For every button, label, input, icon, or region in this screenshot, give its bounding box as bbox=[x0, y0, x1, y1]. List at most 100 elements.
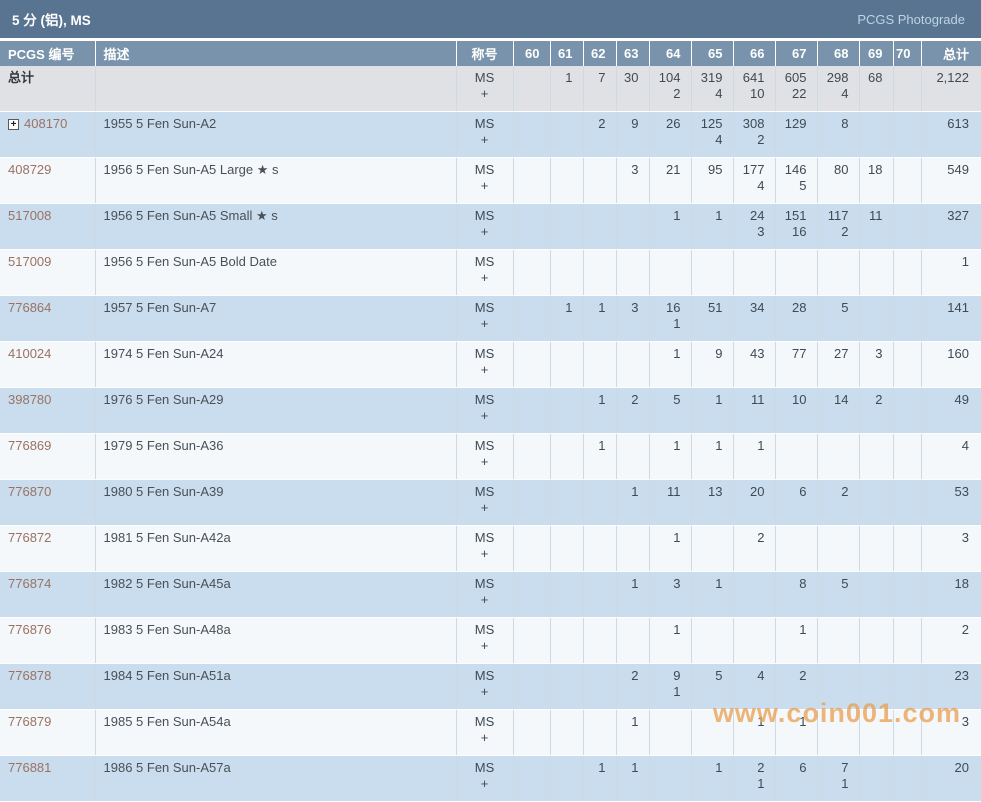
pcgs-number-link[interactable]: 776874 bbox=[8, 576, 52, 591]
grade-plus-count bbox=[551, 546, 573, 562]
grade-count bbox=[860, 300, 883, 316]
grade-plus-count bbox=[894, 408, 911, 424]
grade-70-cell bbox=[893, 66, 922, 112]
grade-62-cell bbox=[583, 663, 617, 710]
row-total: 549 bbox=[947, 162, 969, 177]
grade-plus-count bbox=[734, 592, 765, 608]
grade-count bbox=[776, 438, 807, 454]
grade-64-cell: 1 bbox=[649, 617, 692, 664]
grade-count bbox=[818, 714, 849, 730]
grade-63-cell: 9 bbox=[616, 111, 650, 158]
grade-plus-count bbox=[692, 178, 723, 194]
grade-count bbox=[514, 576, 540, 592]
pcgs-number-link[interactable]: 398780 bbox=[8, 392, 52, 407]
grade-61-cell bbox=[550, 617, 584, 664]
grade-plus-count bbox=[650, 362, 681, 378]
grade-count bbox=[514, 70, 540, 86]
grade-67-cell: 8 bbox=[775, 571, 818, 618]
pcgs-number-cell: 398780 bbox=[0, 387, 96, 434]
description-cell: 1957 5 Fen Sun-A7 bbox=[95, 295, 457, 342]
grade-count bbox=[514, 392, 540, 408]
grade-plus-count bbox=[514, 316, 540, 332]
designation-ms: MS bbox=[474, 714, 495, 729]
grade-67-cell: 2 bbox=[775, 663, 818, 710]
grade-62-cell bbox=[583, 203, 617, 250]
grade-66-cell: 1 bbox=[733, 709, 776, 756]
grade-count bbox=[692, 530, 723, 546]
pcgs-number-link[interactable]: 776881 bbox=[8, 760, 52, 775]
grade-plus-count bbox=[514, 270, 540, 286]
coin-description: 1979 5 Fen Sun-A36 bbox=[103, 438, 224, 453]
grade-64-cell: 26 bbox=[649, 111, 692, 158]
table-row: 517008 1956 5 Fen Sun-A5 Small ★ s MS +1 1 24… bbox=[0, 203, 981, 250]
grade-plus-count bbox=[551, 638, 573, 654]
grade-plus-count: 16 bbox=[792, 224, 807, 239]
grade-61-cell bbox=[550, 249, 584, 296]
grade-70-cell bbox=[893, 755, 922, 802]
grade-count: 51 bbox=[708, 300, 723, 315]
pcgs-number-link[interactable]: 776870 bbox=[8, 484, 52, 499]
designation-plus: + bbox=[480, 454, 489, 469]
grade-count: 27 bbox=[834, 346, 849, 361]
designation-cell: MS + bbox=[456, 295, 514, 342]
pcgs-number-link[interactable]: 408729 bbox=[8, 162, 52, 177]
description-cell: 1983 5 Fen Sun-A48a bbox=[95, 617, 457, 664]
grade-68-cell: 5 bbox=[817, 571, 860, 618]
pcgs-number-link[interactable]: 776872 bbox=[8, 530, 52, 545]
grade-count: 3 bbox=[631, 162, 639, 177]
grade-plus-count bbox=[551, 776, 573, 792]
grade-plus-count bbox=[860, 454, 883, 470]
grade-count bbox=[894, 714, 911, 730]
pcgs-number-cell: 776869 bbox=[0, 433, 96, 480]
grade-plus-count bbox=[894, 730, 911, 746]
grade-60-cell bbox=[513, 157, 551, 204]
grade-plus-count bbox=[584, 316, 606, 332]
row-total-cell: 2,122 bbox=[921, 66, 981, 112]
grade-plus-count bbox=[650, 132, 681, 148]
designation-plus: + bbox=[480, 638, 489, 653]
photograde-link[interactable]: PCGS Photograde bbox=[857, 11, 965, 27]
pcgs-number-link[interactable]: 776869 bbox=[8, 438, 52, 453]
pcgs-number-link[interactable]: 408170 bbox=[24, 116, 68, 131]
grade-64-cell: 11 bbox=[649, 479, 692, 526]
row-total-cell: 49 bbox=[921, 387, 981, 434]
expand-plus-icon[interactable]: + bbox=[8, 119, 19, 130]
grade-count: 2 bbox=[631, 668, 639, 683]
pcgs-number-link[interactable]: 776876 bbox=[8, 622, 52, 637]
grade-67-cell: 129 bbox=[775, 111, 818, 158]
pcgs-number-cell: 776874 bbox=[0, 571, 96, 618]
grade-plus-count bbox=[514, 86, 540, 102]
grade-plus-count bbox=[650, 408, 681, 424]
grade-70-cell bbox=[893, 617, 922, 664]
grade-65-cell: 51 bbox=[691, 295, 734, 342]
grade-count bbox=[551, 760, 573, 776]
grade-plus-count bbox=[776, 638, 807, 654]
grade-70-cell bbox=[893, 525, 922, 572]
table-row: 517009 1956 5 Fen Sun-A5 Bold Date MS +1 bbox=[0, 249, 981, 296]
grade-count bbox=[818, 254, 849, 270]
pcgs-number-link[interactable]: 776864 bbox=[8, 300, 52, 315]
pcgs-number-link[interactable]: 517009 bbox=[8, 254, 52, 269]
grade-68-cell: 27 bbox=[817, 341, 860, 388]
row-total-cell: 20 bbox=[921, 755, 981, 802]
coin-description: 1980 5 Fen Sun-A39 bbox=[103, 484, 224, 499]
pcgs-number-link[interactable]: 776878 bbox=[8, 668, 52, 683]
grade-63-cell: 1 bbox=[616, 755, 650, 802]
pcgs-number-link[interactable]: 776879 bbox=[8, 714, 52, 729]
grade-plus-count bbox=[551, 316, 573, 332]
grade-plus-count bbox=[894, 86, 911, 102]
grade-plus-count bbox=[734, 408, 765, 424]
designation-cell: MS + bbox=[456, 525, 514, 572]
grade-64-cell: 16 1 bbox=[649, 295, 692, 342]
grade-64-cell: 3 bbox=[649, 571, 692, 618]
grade-64-cell: 104 2 bbox=[649, 66, 692, 112]
grade-67-cell bbox=[775, 249, 818, 296]
pcgs-number-link[interactable]: 517008 bbox=[8, 208, 52, 223]
grade-count: 308 bbox=[742, 116, 765, 131]
grade-count bbox=[514, 438, 540, 454]
grade-plus-count bbox=[860, 730, 883, 746]
grade-count: 11 bbox=[869, 208, 883, 223]
pcgs-number-link[interactable]: 410024 bbox=[8, 346, 52, 361]
grade-60-cell bbox=[513, 66, 551, 112]
